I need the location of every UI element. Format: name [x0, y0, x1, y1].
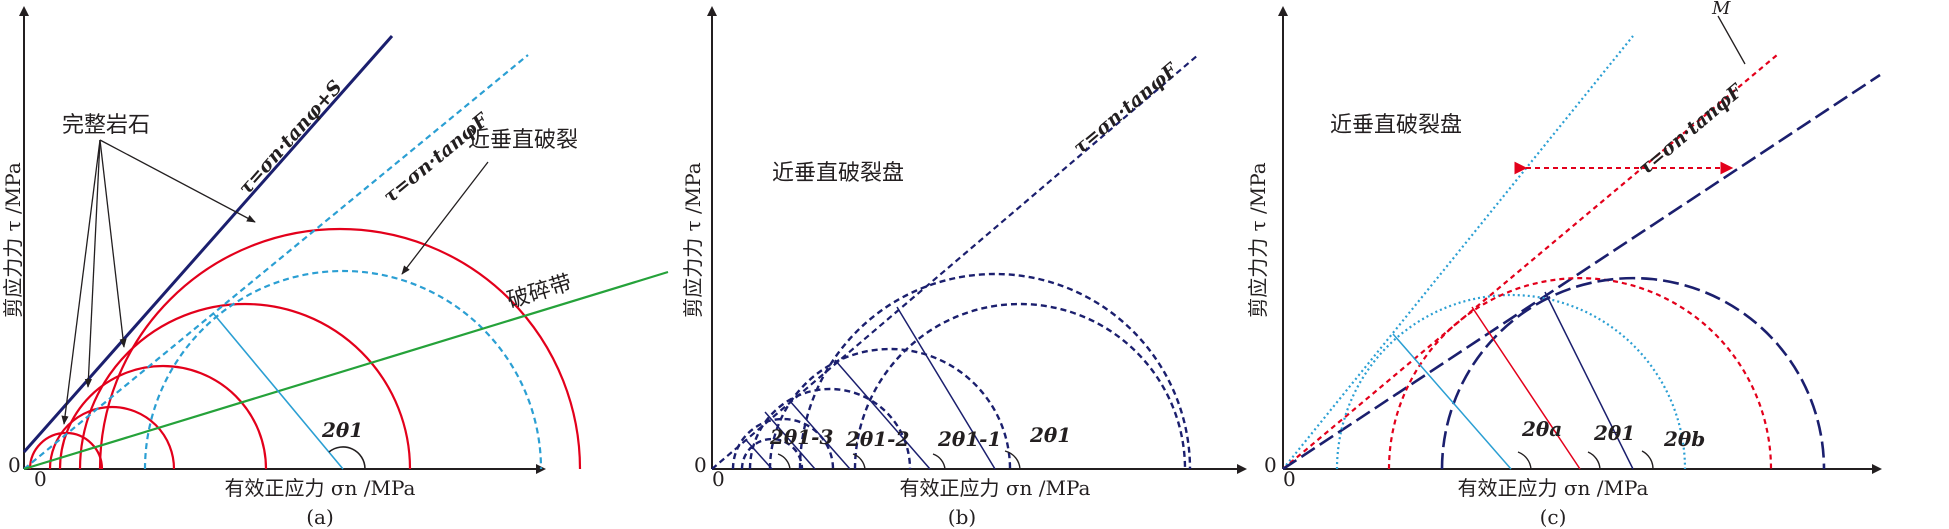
panel-a-circle-red-2: [48, 405, 176, 470]
panel-a-circle-red-3: [58, 364, 268, 470]
panel-a-ann-fracture: 近垂直破裂: [468, 128, 578, 153]
panel-c-origin-y: 0: [1264, 453, 1277, 477]
panel-c-xlabel: 有效正应力 σn /MPa: [1458, 476, 1649, 500]
panel-c-radius-b: [1544, 291, 1634, 470]
panel-b-ylabel: 剪应力力 τ /MPa: [681, 162, 705, 318]
panel-c-panel-label: (c): [1540, 505, 1567, 529]
panel-c-eq: τ=σn·tanφF: [1634, 79, 1748, 180]
panel-b-angle-1: 2θ1-3: [769, 425, 833, 449]
panel-b-radius-1: [745, 439, 773, 470]
panel-b-radius-4: [834, 359, 931, 470]
panel-a-circle-red-4: [78, 302, 412, 470]
panel-b-angle-3: 2θ1-1: [937, 427, 1001, 451]
panel-a-eq-fracture: τ=σn·tanφF: [379, 108, 494, 208]
panel-b-angle-2: 2θ1-2: [845, 427, 909, 451]
panel-a-circle-cyan: [143, 269, 543, 470]
panel-a-origin-y: 0: [8, 453, 21, 477]
panel-a-arrow-intact-3: [84, 139, 101, 388]
panel-a-arrow-fracture: [401, 161, 489, 275]
panel-a-radius: [212, 312, 344, 470]
panel-c-arc-1: [1587, 451, 1601, 470]
panel-a-xlabel: 有效正应力 σn /MPa: [225, 476, 416, 500]
panel-a-panel-label: (a): [306, 505, 334, 529]
panel-b-ann: 近垂直破裂盘: [772, 161, 904, 186]
panel-a-envelope-fracture: [23, 54, 529, 470]
panel-b-circle-4: [798, 272, 1192, 470]
panel-a-ann-intact: 完整岩石: [62, 113, 150, 138]
panel-b-arc-4: [1004, 450, 1021, 470]
panel-b-circle-3: [768, 347, 1012, 470]
panel-c-arc-a: [1517, 451, 1532, 470]
panel-b-radius-3: [788, 399, 851, 470]
panel-c-radius-a: [1392, 333, 1512, 470]
panel-b-radius-5: [896, 306, 996, 470]
panel-b-angle-4: 2θ1: [1029, 423, 1071, 447]
panel-b-xlabel: 有效正应力 σn /MPa: [900, 476, 1091, 500]
panel-a-circle-red-5: [98, 227, 582, 470]
panel-b-circle-2: [748, 387, 912, 470]
panel-a-angle-label: 2θ1: [321, 418, 363, 442]
panel-c-envelope-a: [1282, 35, 1634, 470]
panel-a-origin-x: 0: [34, 467, 47, 491]
panel-c-angle-1: 2θ1: [1593, 421, 1635, 445]
panel-a-eq-intact: τ=σn·tanφ+S: [234, 76, 346, 199]
panel-b-arc-2: [852, 453, 866, 470]
panel-a-ann-band: 破碎带: [504, 271, 574, 314]
panel-a-ylabel: 剪应力力 τ /MPa: [1, 162, 25, 318]
panel-c-angle-b: 2θb: [1663, 427, 1705, 451]
panel-b-panel-label: (b): [948, 505, 976, 529]
panel-b-envelope: [711, 54, 1199, 470]
panel-b-origin-x: 0: [712, 467, 725, 491]
panel-a-arrow-intact-1: [99, 139, 256, 223]
panel-c-envelope-b: [1282, 73, 1881, 471]
panel-c-m-leader: [1717, 15, 1746, 65]
panel-b-origin-y: 0: [694, 453, 707, 477]
panel-a-arrow-intact-4: [61, 139, 101, 425]
panel-b-arc-1: [777, 453, 791, 470]
panel-c-ann: 近垂直破裂盘: [1330, 113, 1462, 138]
panel-b-circle-6: [740, 437, 804, 470]
panel-c-circle-1: [1387, 276, 1773, 470]
panel-a: 剪应力力 τ /MPa 0 0 有效正应力 σn /MPa (a) τ=σn·t…: [1, 6, 669, 529]
panel-c: 剪应力力 τ /MPa 0 0 有效正应力 σn /MPa (c) τ=σn·t…: [1246, 0, 1882, 529]
panel-c-origin-x: 0: [1283, 467, 1296, 491]
panel-b-arc-3: [932, 453, 946, 470]
panel-b: 剪应力力 τ /MPa 0 0 有效正应力 σn /MPa (b) τ=σn·t…: [681, 6, 1247, 529]
panel-c-ylabel: 剪应力力 τ /MPa: [1246, 162, 1270, 318]
panel-c-m-label: M: [1711, 0, 1731, 19]
panel-c-arc-b: [1641, 450, 1654, 470]
panel-b-radius-2: [764, 411, 816, 470]
panel-a-envelope-band: [23, 270, 669, 471]
panel-a-arrow-intact-2: [99, 139, 127, 348]
panel-b-eq: τ=σn·tanφF: [1069, 58, 1183, 159]
panel-c-radius-1: [1471, 306, 1581, 470]
panel-c-circle-b: [1440, 276, 1826, 470]
panel-c-angle-a: 2θa: [1521, 417, 1562, 441]
panel-a-angle-arc: [328, 446, 366, 470]
